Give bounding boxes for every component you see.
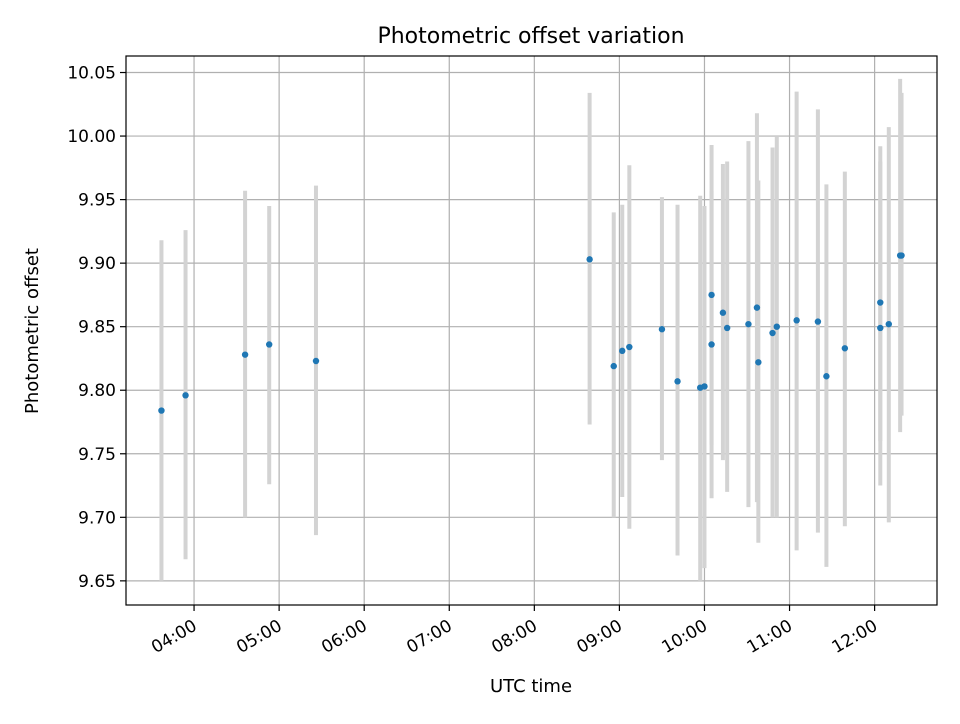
data-point (745, 320, 752, 328)
data-point (719, 309, 727, 316)
y-tick-label: 9.85 (78, 318, 116, 338)
data-point (158, 407, 165, 414)
data-point (674, 378, 681, 385)
data-point (823, 373, 830, 380)
data-point (898, 252, 905, 259)
y-tick-label: 9.70 (78, 508, 116, 528)
plot-frame (125, 55, 938, 606)
data-point (619, 347, 626, 355)
data-point (708, 291, 715, 299)
data-point (658, 326, 666, 333)
y-tick-label: 9.90 (78, 254, 116, 274)
y-tick-label: 10.00 (67, 127, 116, 147)
y-axis-ticks: 9.65 9.70 9.75 9.80 9.85 9.90 9.95 10.00 10.05 (67, 64, 126, 592)
data-point (312, 357, 320, 365)
x-axis-label: UTC time (490, 676, 572, 697)
data-point (586, 256, 593, 263)
data-point (877, 299, 884, 306)
y-tick-label: 9.80 (78, 381, 116, 401)
data-point (723, 324, 731, 332)
grid (126, 56, 937, 605)
data-point (701, 383, 708, 390)
y-axis-label: Photometric offset (22, 248, 43, 414)
data-point (814, 318, 822, 325)
data-point (769, 329, 776, 337)
data-point (793, 317, 800, 324)
data-point (753, 304, 761, 311)
data-point (877, 324, 884, 332)
data-point (885, 320, 892, 328)
data-point (266, 341, 273, 348)
data-point (773, 323, 780, 330)
data-point (241, 351, 249, 358)
data-point (626, 343, 633, 351)
data-point (841, 345, 849, 352)
data-point (182, 392, 189, 399)
y-tick-label: 10.05 (67, 64, 116, 84)
data-point (610, 362, 617, 370)
plot-area (126, 56, 937, 605)
y-tick-label: 9.95 (78, 191, 116, 211)
data-points (158, 252, 905, 414)
data-point (708, 341, 715, 348)
chart-title: Photometric offset variation (377, 24, 684, 49)
y-tick-label: 9.75 (78, 445, 116, 465)
data-point (755, 359, 762, 366)
y-tick-label: 9.65 (78, 572, 116, 592)
